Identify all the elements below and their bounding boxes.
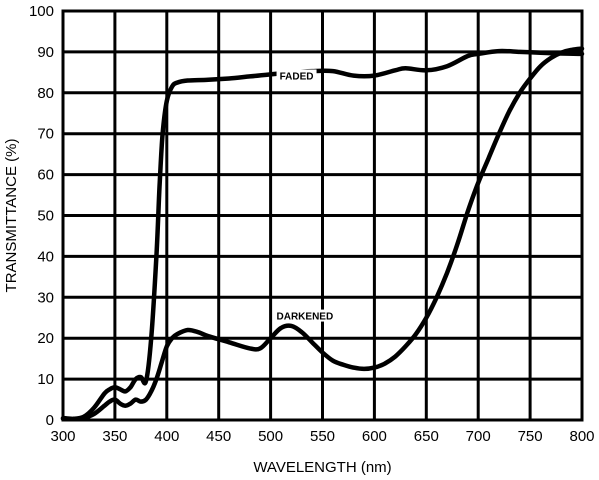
y-tick-label: 80 bbox=[37, 85, 54, 102]
y-tick-label: 70 bbox=[37, 126, 54, 143]
series-line-faded bbox=[60, 48, 585, 422]
y-axis-label: TRANSMITTANCE (%) bbox=[3, 139, 20, 293]
y-tick-label: 20 bbox=[37, 330, 54, 347]
y-tick-label: 0 bbox=[46, 412, 54, 429]
y-tick-label: 30 bbox=[37, 289, 54, 306]
x-tick-label: 350 bbox=[102, 428, 127, 445]
x-tick-label: 300 bbox=[50, 428, 75, 445]
y-tick-labels: 0 10 20 30 40 50 60 70 80 90 100 bbox=[29, 3, 54, 429]
x-tick-label: 600 bbox=[362, 428, 387, 445]
x-tick-label: 450 bbox=[206, 428, 231, 445]
y-tick-label: 50 bbox=[37, 208, 54, 225]
series-line-darkened bbox=[60, 46, 585, 422]
annotations: FADED DARKENED bbox=[274, 69, 336, 323]
x-tick-label: 500 bbox=[258, 428, 283, 445]
annotation-faded: FADED bbox=[280, 71, 314, 82]
x-tick-label: 700 bbox=[466, 428, 491, 445]
x-tick-label: 650 bbox=[414, 428, 439, 445]
x-tick-label: 800 bbox=[569, 428, 594, 445]
y-tick-label: 90 bbox=[37, 44, 54, 61]
y-tick-label: 100 bbox=[29, 3, 54, 20]
curves bbox=[60, 46, 585, 422]
y-tick-label: 40 bbox=[37, 248, 54, 265]
x-tick-label: 400 bbox=[154, 428, 179, 445]
x-tick-labels: 300 350 400 450 500 550 600 650 700 750 800 bbox=[50, 428, 594, 445]
x-tick-label: 550 bbox=[310, 428, 335, 445]
annotation-bg bbox=[274, 309, 336, 322]
annotation-bg bbox=[276, 69, 317, 82]
plot-frame bbox=[61, 9, 584, 422]
annotation-darkened: DARKENED bbox=[277, 312, 334, 323]
y-tick-label: 10 bbox=[37, 371, 54, 388]
y-tick-label: 60 bbox=[37, 167, 54, 184]
x-axis-label: WAVELENGTH (nm) bbox=[253, 459, 391, 476]
x-tick-label: 750 bbox=[518, 428, 543, 445]
